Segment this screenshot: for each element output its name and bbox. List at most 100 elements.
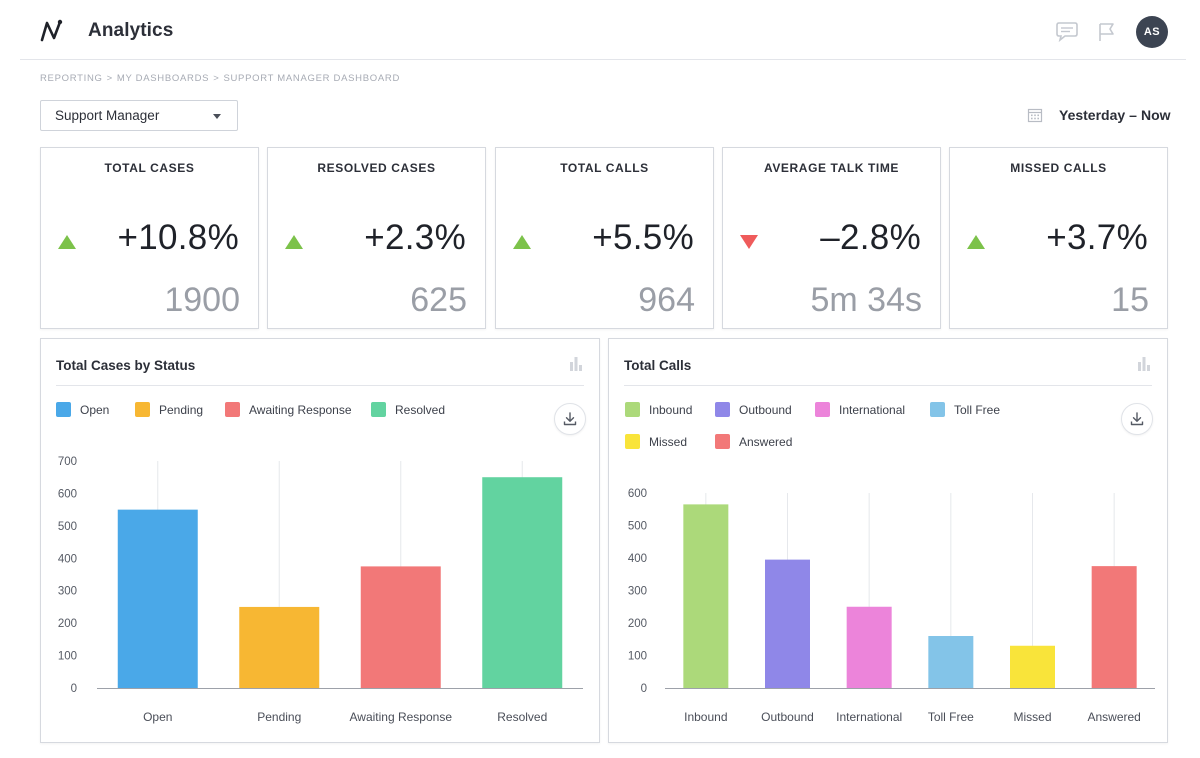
kpi-card-total-cases[interactable]: TOTAL CASES +10.8% 1900 (40, 147, 259, 329)
breadcrumb-reporting[interactable]: REPORTING (40, 73, 103, 84)
legend-item-awaiting-response[interactable]: Awaiting Response (225, 402, 352, 417)
kpi-value: 1900 (164, 281, 240, 319)
kpi-title: TOTAL CASES (104, 161, 195, 175)
kpi-value: 15 (1111, 281, 1149, 319)
trend-up-icon (967, 235, 985, 249)
trend-up-icon (58, 235, 76, 249)
y-tick-label: 300 (628, 586, 647, 598)
date-range-picker[interactable]: Yesterday – Now (1059, 107, 1171, 123)
bar-chart-total-calls: 0 100 200 300 400 500 600 Inbound Outbound Intern… (628, 488, 1155, 724)
divider (624, 385, 1152, 386)
x-category-label: Awaiting Response (349, 710, 452, 724)
download-button[interactable] (1121, 403, 1153, 435)
trend-up-icon (513, 235, 531, 249)
download-icon (1130, 412, 1144, 426)
chat-icon[interactable] (1054, 21, 1080, 43)
x-category-label: Answered (1087, 710, 1140, 724)
bar-inbound[interactable] (683, 504, 729, 688)
legend-item-toll-free[interactable]: Toll Free (930, 402, 1000, 417)
legend-item-answered[interactable]: Answered (715, 434, 792, 449)
kpi-title: TOTAL CALLS (560, 161, 649, 175)
top-bar: Analytics AS (20, 0, 1186, 60)
breadcrumb-current: SUPPORT MANAGER DASHBOARD (223, 73, 401, 84)
legend-swatch (371, 402, 386, 417)
legend-label: Missed (649, 434, 688, 449)
bar-answered[interactable] (1091, 566, 1137, 688)
legend-label: Inbound (649, 402, 693, 417)
x-category-label: Inbound (684, 710, 727, 724)
legend-swatch (625, 434, 640, 449)
kpi-card-resolved-cases[interactable]: RESOLVED CASES +2.3% 625 (267, 147, 486, 329)
legend-swatch (225, 402, 240, 417)
x-category-label: Open (143, 710, 172, 724)
chart-panel-cases-by-status: Total Cases by Status Open Pending Await… (40, 338, 600, 743)
user-avatar[interactable]: AS (1136, 16, 1168, 48)
y-tick-label: 300 (58, 586, 77, 598)
chart-panel-total-calls: Total Calls Inbound Outbound Internation… (608, 338, 1168, 743)
y-tick-label: 100 (58, 651, 77, 663)
breadcrumb: REPORTING > MY DASHBOARDS > SUPPORT MANA… (40, 73, 400, 84)
breadcrumb-separator: > (213, 73, 220, 84)
kpi-change: +3.7% (1046, 218, 1148, 257)
download-button[interactable] (554, 403, 586, 435)
kpi-value: 5m 34s (810, 281, 923, 319)
flag-icon[interactable] (1094, 21, 1120, 43)
chevron-down-icon (213, 114, 221, 119)
kpi-title: RESOLVED CASES (317, 161, 436, 175)
legend-label: International (839, 402, 906, 417)
app-title: Analytics (88, 20, 174, 41)
bar-chart-icon[interactable] (569, 355, 583, 371)
legend-item-international[interactable]: International (815, 402, 905, 417)
date-range-from: Yesterday (1059, 107, 1126, 123)
legend-item-open[interactable]: Open (56, 402, 109, 417)
legend-swatch (930, 402, 945, 417)
bar-open[interactable] (117, 509, 198, 688)
date-range-to: Now (1140, 107, 1171, 123)
analytics-logo-icon[interactable] (38, 18, 64, 44)
legend-item-missed[interactable]: Missed (625, 434, 687, 449)
legend-item-inbound[interactable]: Inbound (625, 402, 692, 417)
y-tick-label: 100 (628, 651, 647, 663)
kpi-title: MISSED CALLS (1010, 161, 1107, 175)
y-tick-label: 500 (58, 521, 77, 533)
x-category-label: International (836, 710, 902, 724)
kpi-title: AVERAGE TALK TIME (763, 161, 900, 175)
chart-title: Total Cases by Status (56, 358, 196, 373)
dashboard-select[interactable]: Support Manager (40, 100, 238, 131)
y-tick-label: 0 (641, 683, 647, 695)
legend-label: Resolved (395, 402, 446, 417)
kpi-change: +5.5% (592, 218, 694, 257)
kpi-value: 964 (638, 281, 695, 319)
legend-label: Answered (739, 434, 793, 449)
kpi-card-average-talk-time[interactable]: AVERAGE TALK TIME –2.8% 5m 34s (722, 147, 941, 329)
y-tick-label: 0 (71, 683, 77, 695)
y-tick-label: 400 (628, 553, 647, 565)
date-range-separator: – (1129, 107, 1137, 123)
bar-resolved[interactable] (482, 477, 563, 688)
bar-chart-icon[interactable] (1137, 355, 1151, 371)
bar-awaiting-response[interactable] (360, 566, 441, 688)
y-tick-label: 700 (58, 456, 77, 468)
y-tick-label: 600 (58, 488, 77, 500)
legend-item-resolved[interactable]: Resolved (371, 402, 445, 417)
breadcrumb-separator: > (106, 73, 113, 84)
breadcrumb-my-dashboards[interactable]: MY DASHBOARDS (116, 73, 210, 84)
bar-outbound[interactable] (765, 559, 810, 688)
bar-toll-free[interactable] (928, 636, 974, 688)
bar-missed[interactable] (1010, 645, 1055, 688)
trend-up-icon (285, 235, 303, 249)
calendar-icon[interactable] (1027, 107, 1043, 123)
legend-item-outbound[interactable]: Outbound (715, 402, 792, 417)
bar-chart-cases-by-status: 0 100 200 300 400 500 600 700 Open Pending Awaitin… (58, 456, 583, 724)
kpi-change: –2.8% (820, 218, 921, 257)
bar-international[interactable] (846, 606, 892, 688)
legend-item-pending[interactable]: Pending (135, 402, 203, 417)
kpi-card-total-calls[interactable]: TOTAL CALLS +5.5% 964 (495, 147, 714, 329)
legend-swatch (135, 402, 150, 417)
x-category-label: Resolved (497, 710, 547, 724)
bar-pending[interactable] (239, 606, 320, 688)
kpi-card-missed-calls[interactable]: MISSED CALLS +3.7% 15 (949, 147, 1168, 329)
legend-label: Toll Free (954, 402, 1001, 417)
x-category-label: Missed (1013, 710, 1051, 724)
x-category-label: Outbound (761, 710, 814, 724)
